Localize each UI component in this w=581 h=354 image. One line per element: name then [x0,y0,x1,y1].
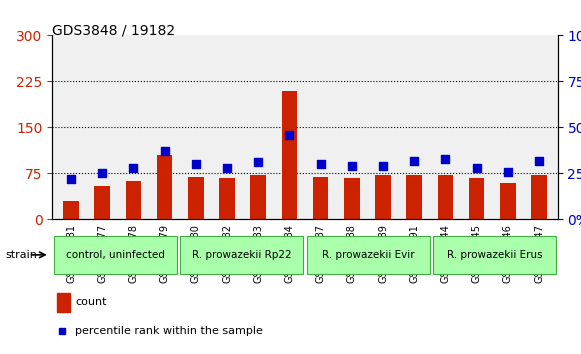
Bar [313,177,328,219]
Point [191,161,200,167]
Bar [250,175,266,219]
Point [66,176,76,182]
Text: control, uninfected: control, uninfected [66,250,165,260]
Point [253,160,263,165]
FancyBboxPatch shape [433,236,556,274]
Text: GDS3848 / 19182: GDS3848 / 19182 [52,23,175,37]
Bar [500,183,516,219]
Bar [157,155,173,219]
Text: count: count [75,297,106,307]
Point [472,165,481,171]
Bar [63,201,79,219]
Text: R. prowazekii Evir: R. prowazekii Evir [322,250,414,260]
Bar [531,175,547,219]
Point [410,158,419,164]
FancyBboxPatch shape [54,236,177,274]
Bar [188,177,203,219]
Bar [469,178,485,219]
FancyBboxPatch shape [307,236,430,274]
Text: strain: strain [5,250,37,260]
Bar [94,186,110,219]
Bar [344,178,360,219]
Point [223,165,232,171]
Point [98,171,107,176]
Point [316,161,325,167]
Bar [219,178,235,219]
Point [285,132,294,138]
Point [160,149,169,154]
Point [347,163,357,169]
Point [129,165,138,171]
Bar [407,175,422,219]
Bar [375,175,391,219]
Text: R. prowazekii Rp22: R. prowazekii Rp22 [192,250,292,260]
Point [388,167,397,173]
FancyBboxPatch shape [180,236,303,274]
Point [535,158,544,164]
Bar [125,182,141,219]
Text: R. prowazekii Erus: R. prowazekii Erus [447,250,543,260]
Text: percentile rank within the sample: percentile rank within the sample [75,326,263,336]
Point [503,169,512,175]
Point [441,156,450,161]
Point [378,163,388,169]
Bar [437,175,453,219]
Bar [282,91,297,219]
Bar [58,293,70,312]
